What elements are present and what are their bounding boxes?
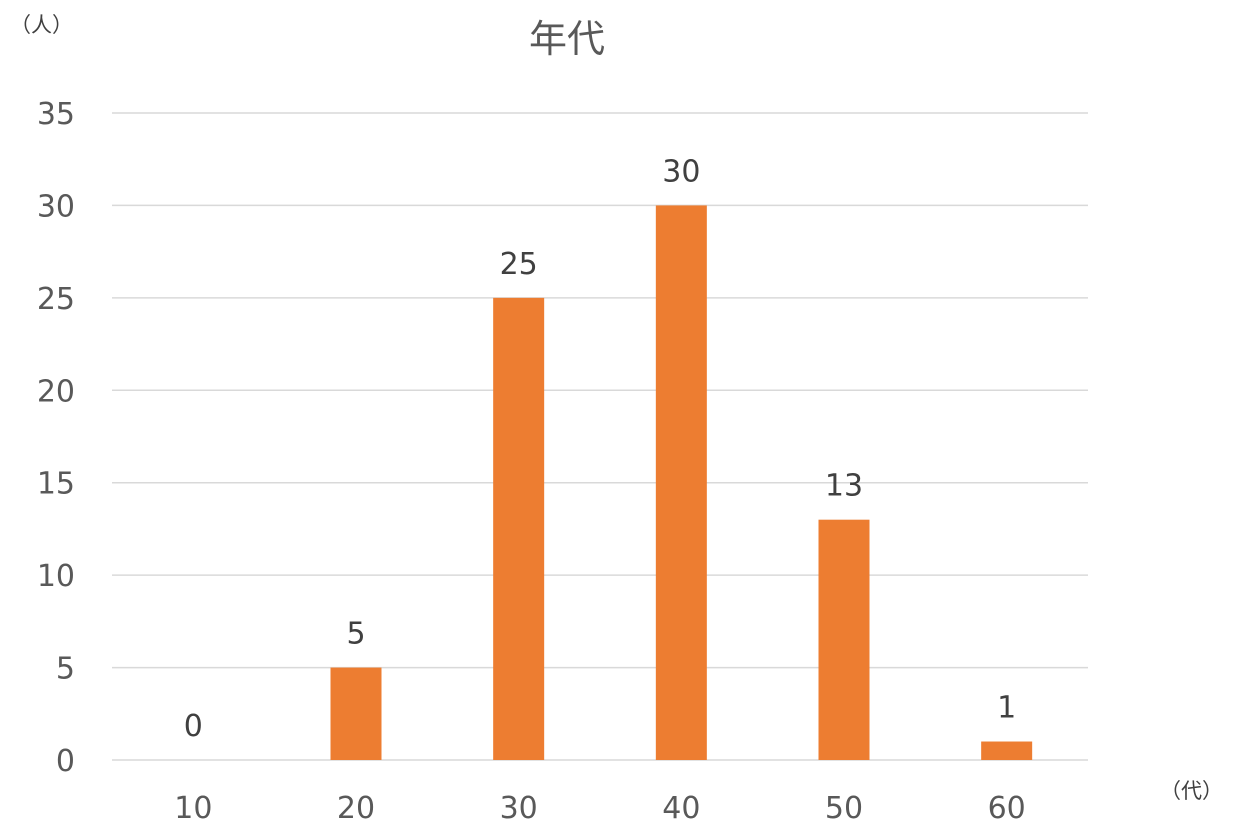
- x-tick-label: 30: [500, 791, 538, 824]
- gridlines: [112, 112, 1088, 761]
- x-tick-label: 20: [337, 791, 375, 824]
- data-label: 30: [662, 154, 700, 189]
- x-tick-label: 10: [174, 791, 212, 824]
- x-tick-label: 60: [988, 791, 1026, 824]
- bar: [981, 741, 1033, 760]
- y-axis-ticks: 0 5 10 15 20 25 30 35: [37, 97, 75, 779]
- bar: [818, 519, 870, 760]
- chart-title: 年代: [529, 17, 605, 61]
- data-labels: 0 5 25 30 13 1: [184, 154, 1016, 744]
- y-tick-label: 25: [37, 282, 75, 317]
- y-tick-label: 0: [56, 744, 75, 779]
- y-tick-label: 30: [37, 189, 75, 224]
- x-axis-ticks: 10 20 30 40 50 60: [174, 791, 1026, 824]
- bar: [330, 667, 382, 760]
- y-tick-label: 10: [37, 559, 75, 594]
- data-label: 0: [184, 709, 203, 744]
- data-label: 25: [500, 247, 538, 282]
- bar: [655, 205, 707, 760]
- x-tick-label: 40: [662, 791, 700, 824]
- data-label: 1: [997, 691, 1016, 726]
- y-tick-label: 35: [37, 97, 75, 132]
- x-tick-label: 50: [825, 791, 863, 824]
- bar: [493, 297, 545, 760]
- x-axis-unit-label: （代）: [1160, 779, 1223, 803]
- data-label: 5: [346, 617, 365, 652]
- y-tick-label: 15: [37, 467, 75, 502]
- data-label: 13: [825, 469, 863, 504]
- y-tick-label: 20: [37, 374, 75, 409]
- y-tick-label: 5: [56, 652, 75, 687]
- y-axis-unit-label: （人）: [10, 13, 73, 37]
- bars: [330, 205, 1033, 760]
